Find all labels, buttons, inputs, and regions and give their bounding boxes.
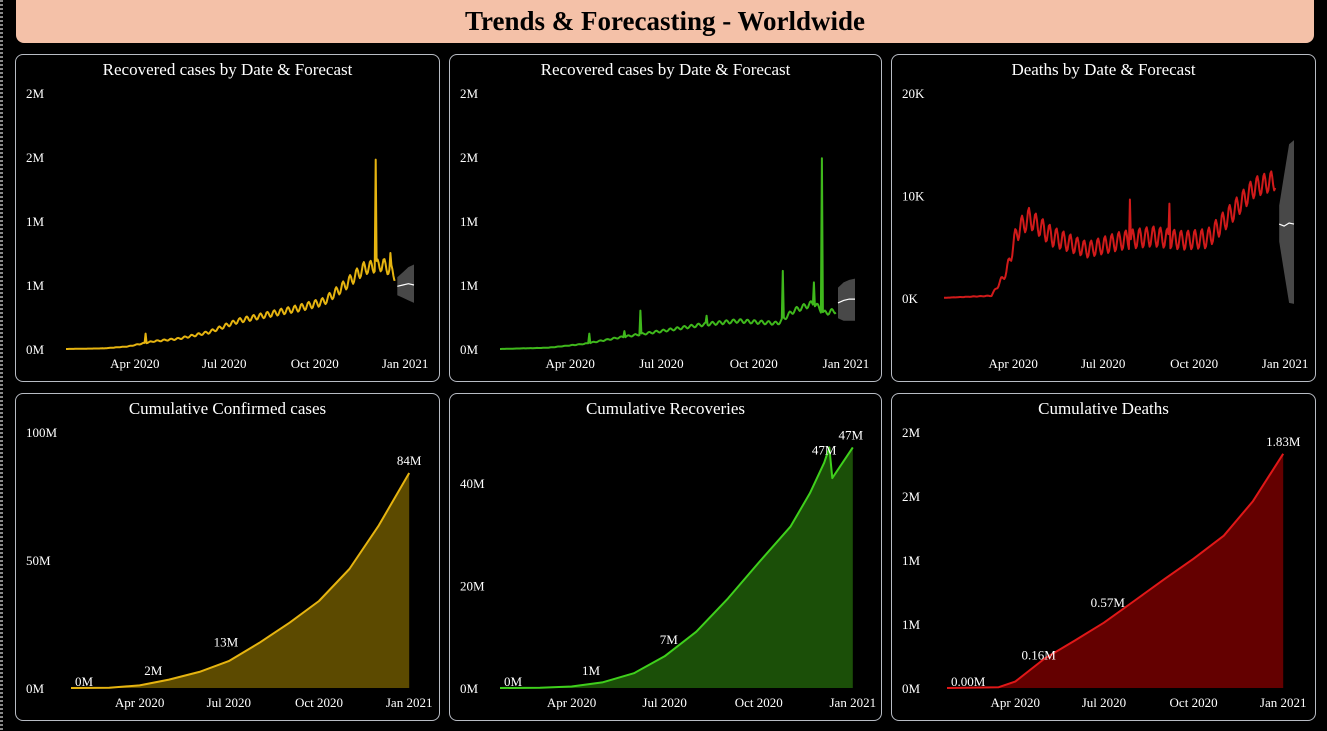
panel-cumulative-confirmed[interactable]: Cumulative Confirmed cases 0M 50M 100M Apr …	[15, 393, 440, 721]
forecast-line	[1278, 222, 1295, 227]
chart-recovered-green: 0M 1M 1M 2M 2M Apr 2020 Jul 2020 Oct 2020 Jan 20…	[460, 86, 870, 371]
x-tick-label: Apr 2020	[988, 356, 1037, 371]
data-label: 13M	[214, 635, 239, 650]
data-label: 0M	[75, 674, 94, 689]
chart-cumulative-confirmed: 0M 50M 100M Apr 2020 Jul 2020 Oct 2020 Jan 202…	[26, 425, 433, 710]
page-title: Trends & Forecasting - Worldwide	[464, 6, 865, 36]
y-tick-label: 2M	[902, 489, 921, 504]
y-tick-label: 1M	[902, 617, 921, 632]
y-tick-label: 1M	[26, 278, 45, 293]
x-tick-label: Apr 2020	[110, 356, 159, 371]
series-line	[66, 158, 396, 350]
x-tick-label: Jan 2021	[1262, 356, 1309, 371]
y-tick-label: 10K	[902, 188, 925, 203]
y-tick-label: 0M	[26, 681, 45, 696]
data-label: 47M	[812, 443, 837, 458]
panel-title: Cumulative Confirmed cases	[128, 399, 327, 418]
area-fill	[947, 453, 1284, 688]
y-tick-label: 0K	[902, 291, 919, 306]
series-line	[944, 170, 1277, 299]
panel-title: Cumulative Deaths	[1038, 399, 1169, 418]
y-tick-label: 20M	[460, 579, 485, 594]
y-tick-label: 0M	[460, 681, 479, 696]
y-tick-label: 40M	[460, 476, 485, 491]
data-label: 0.00M	[951, 674, 986, 689]
y-tick-label: 2M	[26, 86, 45, 101]
forecast-band	[397, 264, 414, 303]
data-label: 84M	[397, 453, 422, 468]
x-tick-label: Apr 2020	[115, 695, 164, 710]
forecast-band	[1279, 140, 1294, 304]
data-label: 0.57M	[1091, 595, 1126, 610]
panel-title: Recovered cases by Date & Forecast	[102, 60, 353, 79]
data-label: 1.83M	[1266, 434, 1301, 449]
x-tick-label: Oct 2020	[730, 356, 778, 371]
panel-recovered-forecast-yellow[interactable]: Recovered cases by Date & Forecast 0M 1M 1…	[15, 54, 440, 382]
area-fill	[71, 473, 410, 688]
panel-title: Cumulative Recoveries	[585, 399, 746, 418]
x-tick-label: Jul 2020	[1081, 356, 1125, 371]
x-tick-label: Jan 2021	[382, 356, 429, 371]
panel-cumulative-recoveries[interactable]: Cumulative Recoveries 0M 20M 40M Apr 2020 Ju…	[449, 393, 882, 721]
y-tick-label: 1M	[26, 214, 45, 229]
data-label: 0M	[504, 674, 523, 689]
data-label: 2M	[144, 663, 163, 678]
chart-cumulative-recoveries: 0M 20M 40M Apr 2020 Jul 2020 Oct 2020 Jan 2021…	[460, 427, 876, 710]
y-tick-label: 2M	[460, 150, 479, 165]
y-tick-label: 0M	[902, 681, 921, 696]
x-tick-label: Jan 2021	[1260, 695, 1307, 710]
y-tick-label: 2M	[26, 150, 45, 165]
data-label: 0.16M	[1021, 648, 1056, 663]
forecast-line	[397, 283, 415, 287]
y-tick-label: 1M	[460, 278, 479, 293]
x-tick-label: Jul 2020	[202, 356, 246, 371]
x-tick-label: Apr 2020	[990, 695, 1039, 710]
x-tick-label: Oct 2020	[1170, 695, 1218, 710]
area-fill	[500, 447, 853, 688]
x-tick-label: Jan 2021	[823, 356, 870, 371]
window-edge	[0, 0, 3, 731]
panel-cumulative-deaths[interactable]: Cumulative Deaths 0M 1M 1M 2M 2M Apr 2020 Jul …	[891, 393, 1316, 721]
y-tick-label: 1M	[902, 553, 921, 568]
x-tick-label: Oct 2020	[735, 695, 783, 710]
x-tick-label: Jul 2020	[1082, 695, 1126, 710]
y-tick-label: 1M	[460, 214, 479, 229]
y-tick-label: 2M	[902, 425, 921, 440]
chart-cumulative-deaths: 0M 1M 1M 2M 2M Apr 2020 Jul 2020 Oct 2020 Jan 20…	[902, 425, 1307, 710]
panel-title: Recovered cases by Date & Forecast	[540, 60, 791, 79]
series-line	[946, 453, 1285, 689]
panel-deaths-forecast[interactable]: Deaths by Date & Forecast 0K 10K 20K Apr 20…	[891, 54, 1316, 382]
series-line	[499, 446, 854, 689]
data-label: 7M	[660, 632, 679, 647]
chart-deaths: 0K 10K 20K Apr 2020 Jul 2020 Oct 2020 Jan 2021	[902, 86, 1309, 371]
x-tick-label: Jul 2020	[642, 695, 686, 710]
x-tick-label: Apr 2020	[545, 356, 594, 371]
y-tick-label: 0M	[26, 342, 45, 357]
series-line	[70, 472, 411, 689]
x-tick-label: Jul 2020	[639, 356, 683, 371]
x-tick-label: Oct 2020	[295, 695, 343, 710]
y-tick-label: 0M	[460, 342, 479, 357]
y-tick-label: 100M	[26, 425, 58, 440]
page-banner: Trends & Forecasting - Worldwide	[16, 0, 1314, 43]
panel-recovered-forecast-green[interactable]: Recovered cases by Date & Forecast 0M 1M 1…	[449, 54, 882, 382]
data-label: 1M	[582, 663, 601, 678]
y-tick-label: 2M	[460, 86, 479, 101]
x-tick-label: Oct 2020	[291, 356, 339, 371]
x-tick-label: Jan 2021	[386, 695, 433, 710]
series-line	[500, 157, 837, 350]
x-tick-label: Jan 2021	[829, 695, 876, 710]
chart-recovered-yellow: 0M 1M 1M 2M 2M Apr 2020 Jul 2020 Oct 2020 Jan 20…	[26, 86, 429, 371]
y-tick-label: 50M	[26, 553, 51, 568]
forecast-line	[837, 298, 855, 304]
x-tick-label: Jul 2020	[207, 695, 251, 710]
x-tick-label: Oct 2020	[1170, 356, 1218, 371]
panel-title: Deaths by Date & Forecast	[1011, 60, 1196, 79]
x-tick-label: Apr 2020	[547, 695, 596, 710]
data-label: 47M	[838, 427, 863, 442]
y-tick-label: 20K	[902, 86, 925, 101]
